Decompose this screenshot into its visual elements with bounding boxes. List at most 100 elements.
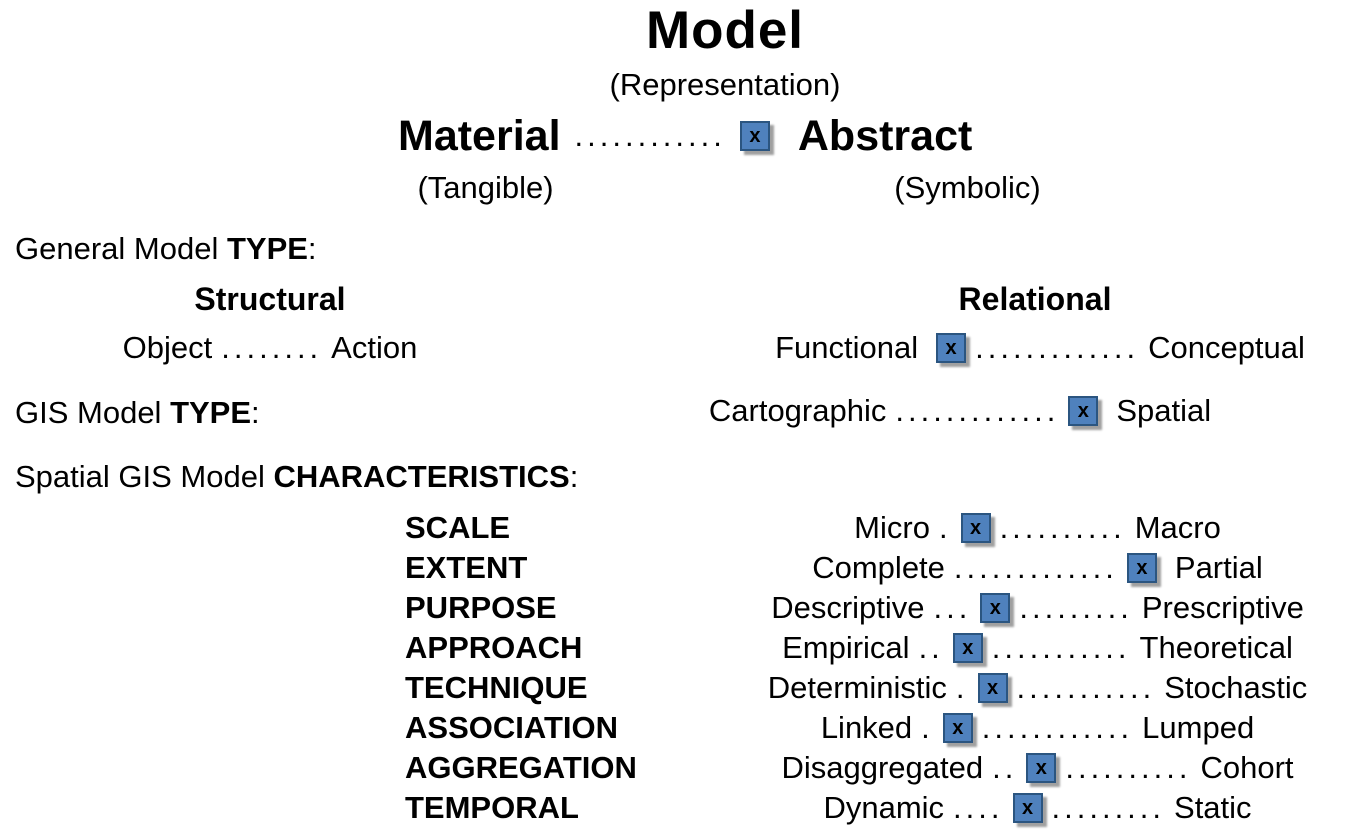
header: Model (Representation) [425,2,1025,102]
dotted-leader: ........... [1016,670,1156,705]
scale-spectrum: Micro . x .......... Macro [725,508,1350,548]
x-marker-box: x [960,513,991,543]
heading-bold-text: CHARACTERISTICS [273,459,570,494]
cartographic-spatial-spectrum: Cartographic ............. x Spatial [709,392,1211,430]
purpose-spectrum: Descriptive ... x ......... Prescriptive [725,588,1350,628]
heading-colon: : [307,231,317,266]
characteristic-label: EXTENT [405,550,528,585]
characteristics-heading: Spatial GIS Model CHARACTERISTICS: [15,458,578,496]
cartographic-label: Cartographic [708,393,887,428]
characteristic-label: TEMPORAL [405,790,579,825]
x-marker-box: x [1012,793,1043,823]
dotted-leader: .. [992,750,1018,785]
symbolic-caption: (Symbolic) [894,170,1041,205]
dotted-leader: ............ [981,710,1134,745]
heading-text: Spatial GIS Model [15,459,274,494]
x-marker-box: x [739,121,770,151]
dotted-leader: ......... [1019,590,1133,625]
functional-conceptual-spectrum: Functional x ............. Conceptual [730,328,1350,368]
dotted-leader: ............. [895,393,1060,428]
general-model-type-heading: General Model TYPE: [15,230,317,268]
characteristic-label: AGGREGATION [405,750,637,785]
heading-colon: : [569,459,579,494]
dotted-leader: .......... [1065,750,1192,785]
spectrum-right-label: Cohort [1200,750,1294,785]
characteristics-spectra-column: Micro . x .......... Macro Complete ....… [725,508,1350,828]
characteristic-label: TECHNIQUE [405,670,588,705]
association-spectrum: Linked . x ............ Lumped [725,708,1350,748]
x-marker-glyph: x [749,125,761,147]
heading-text: GIS Model [15,395,171,430]
conceptual-label: Conceptual [1148,330,1305,365]
characteristics-label-column: SCALE EXTENT PURPOSE APPROACH TECHNIQUE … [405,508,637,828]
x-marker-glyph: x [1077,400,1089,422]
x-marker-box: x [977,673,1008,703]
x-marker-glyph: x [986,677,999,699]
gis-model-type-heading: GIS Model TYPE: [15,394,260,432]
spectrum-right-label: Lumped [1142,710,1255,745]
dotted-leader: ........... [991,630,1131,665]
characteristic-label: ASSOCIATION [405,710,618,745]
x-marker-box: x [936,333,967,363]
tangible-caption: (Tangible) [417,170,554,205]
x-marker-glyph: x [1136,557,1148,579]
dotted-leader: . [938,510,952,545]
spatial-label: Spatial [1116,393,1212,428]
object-label: Object [122,330,213,365]
heading-bold-text: TYPE [170,395,252,430]
action-label: Action [331,330,418,365]
dotted-leader: ... [933,590,972,625]
material-abstract-spectrum: Material ............ x Abstract [398,110,972,162]
dotted-leader: ............. [953,550,1118,585]
spectrum-left-label: Empirical [782,630,910,665]
x-marker-box: x [1126,553,1157,583]
characteristic-label: PURPOSE [405,590,557,625]
x-marker-box: x [1026,753,1057,783]
spectrum-left-label: Descriptive [771,590,925,625]
x-marker-glyph: x [989,597,1001,619]
dotted-leader: . [921,710,934,745]
temporal-spectrum: Dynamic .... x ......... Static [725,788,1350,828]
spectrum-right-label: Partial [1174,550,1263,585]
object-action-spectrum: Object ........ Action [80,328,460,368]
dotted-leader: ........ [221,330,323,365]
extent-spectrum: Complete ............. x Partial [725,548,1350,588]
x-marker-glyph: x [962,637,974,659]
characteristic-label: APPROACH [405,630,583,665]
spectrum-left-label: Linked [820,710,913,745]
page-subtitle: (Representation) [609,67,841,102]
heading-text: General Model [15,231,227,266]
x-marker-glyph: x [1021,797,1034,819]
spectrum-left-label: Complete [812,550,945,585]
spectrum-right-label: Prescriptive [1141,590,1304,625]
spectrum-left-label: Deterministic [767,670,947,705]
functional-label: Functional [775,330,919,365]
x-marker-glyph: x [970,517,982,539]
structural-heading: Structural [194,281,346,317]
x-marker-glyph: x [952,717,964,739]
x-marker-box: x [942,713,973,743]
heading-colon: : [251,395,260,430]
dotted-leader: . [955,670,969,705]
spectrum-left-label: Dynamic [823,790,945,825]
x-marker-box: x [1068,396,1099,426]
dotted-leader: ......... [1051,790,1166,825]
relational-heading: Relational [958,281,1112,317]
spectrum-right-label: Theoretical [1139,630,1293,665]
aggregation-spectrum: Disaggregated .. x .......... Cohort [725,748,1350,788]
spectrum-left-label: Disaggregated [781,750,984,785]
x-marker-box: x [952,633,983,663]
approach-spectrum: Empirical .. x ........... Theoretical [725,628,1350,668]
heading-bold-text: TYPE [226,231,308,266]
technique-spectrum: Deterministic . x ........... Stochastic [725,668,1350,708]
x-marker-glyph: x [1035,757,1047,779]
page-title: Model [645,1,805,60]
spectrum-right-label: Macro [1134,510,1221,545]
spectrum-right-label: Static [1174,790,1252,825]
dotted-leader: .......... [999,510,1126,545]
abstract-label: Abstract [797,111,973,160]
dotted-leader: ............. [975,330,1140,365]
spectrum-left-label: Micro [854,510,930,545]
material-label: Material [398,111,561,160]
